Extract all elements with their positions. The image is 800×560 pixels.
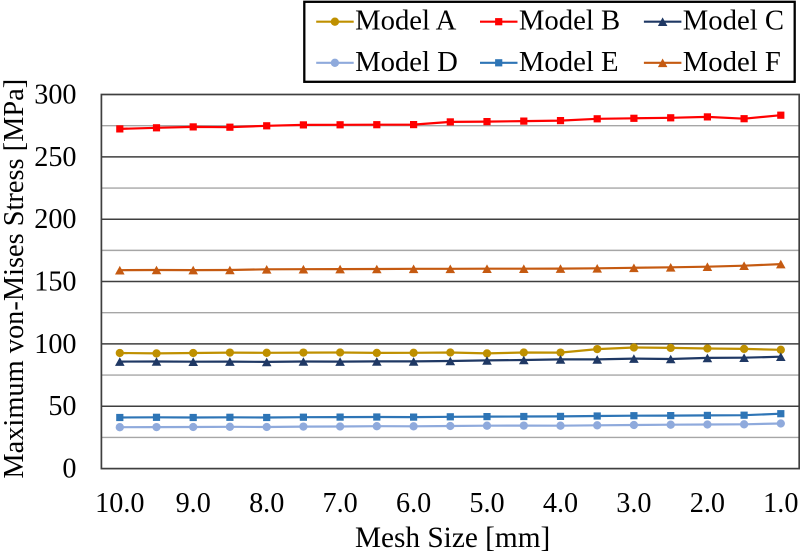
svg-text:5.0: 5.0: [469, 488, 504, 519]
svg-text:Maximum von-Mises Stress [MPa]: Maximum von-Mises Stress [MPa]: [0, 79, 30, 479]
svg-text:200: 200: [34, 204, 76, 235]
svg-text:1.0: 1.0: [763, 488, 798, 519]
svg-text:4.0: 4.0: [543, 488, 578, 519]
svg-text:9.0: 9.0: [176, 488, 211, 519]
svg-text:Mesh Size [mm]: Mesh Size [mm]: [355, 522, 550, 554]
svg-text:100: 100: [34, 329, 76, 360]
svg-text:8.0: 8.0: [249, 488, 284, 519]
svg-text:Model D: Model D: [355, 46, 458, 78]
svg-text:10.0: 10.0: [95, 488, 144, 519]
svg-text:50: 50: [48, 391, 76, 422]
svg-text:150: 150: [34, 267, 76, 298]
svg-text:Model F: Model F: [683, 46, 781, 78]
svg-text:7.0: 7.0: [322, 488, 357, 519]
svg-text:3.0: 3.0: [616, 488, 651, 519]
svg-text:Model A: Model A: [355, 5, 456, 37]
svg-text:Model B: Model B: [519, 5, 620, 37]
svg-text:0: 0: [62, 454, 76, 485]
svg-text:2.0: 2.0: [690, 488, 725, 519]
svg-text:Model C: Model C: [683, 5, 784, 37]
svg-text:6.0: 6.0: [396, 488, 431, 519]
svg-text:300: 300: [34, 80, 76, 111]
svg-text:Model E: Model E: [519, 46, 619, 78]
svg-text:250: 250: [34, 142, 76, 173]
